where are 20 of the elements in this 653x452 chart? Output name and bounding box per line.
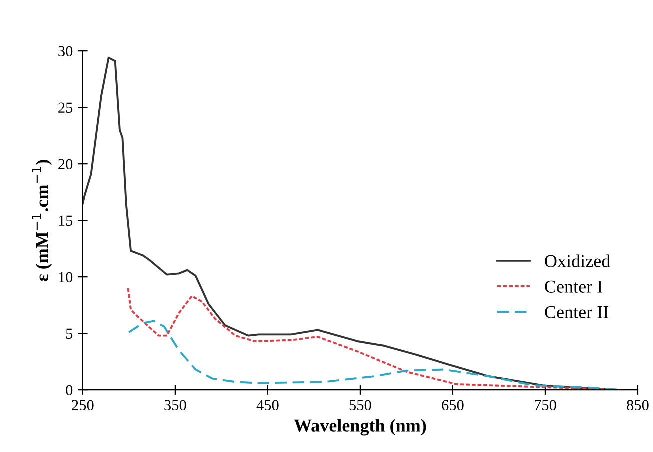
x-tick-label: 850	[627, 400, 649, 411]
x-tick-label: 750	[535, 400, 556, 411]
y-tick-label: 10	[59, 272, 73, 283]
y-tick-label: 30	[58, 46, 73, 57]
legend-label: Oxidized	[545, 254, 610, 268]
y-tick-label: 20	[58, 159, 73, 170]
line-series	[82, 56, 620, 390]
x-axis-title: Wavelength (nm)	[294, 419, 426, 436]
x-tick-label: 550	[350, 400, 372, 411]
x-tick-label: 450	[256, 400, 279, 411]
legend-label: Center I	[545, 280, 602, 293]
x-tick-label: 650	[442, 400, 464, 411]
y-tick-label: 15	[59, 216, 73, 226]
y-axis-title: ε (mM$^{−1}$.cm$^{−1}$)	[32, 160, 52, 282]
legend-label: Center II	[545, 306, 608, 318]
y-tick-label: 0	[66, 385, 73, 396]
x-tick-label: 350	[164, 400, 186, 411]
x-tick-label: 250	[72, 400, 94, 411]
y-tick-label: 25	[58, 102, 73, 114]
y-tick-label: 5	[66, 328, 73, 340]
